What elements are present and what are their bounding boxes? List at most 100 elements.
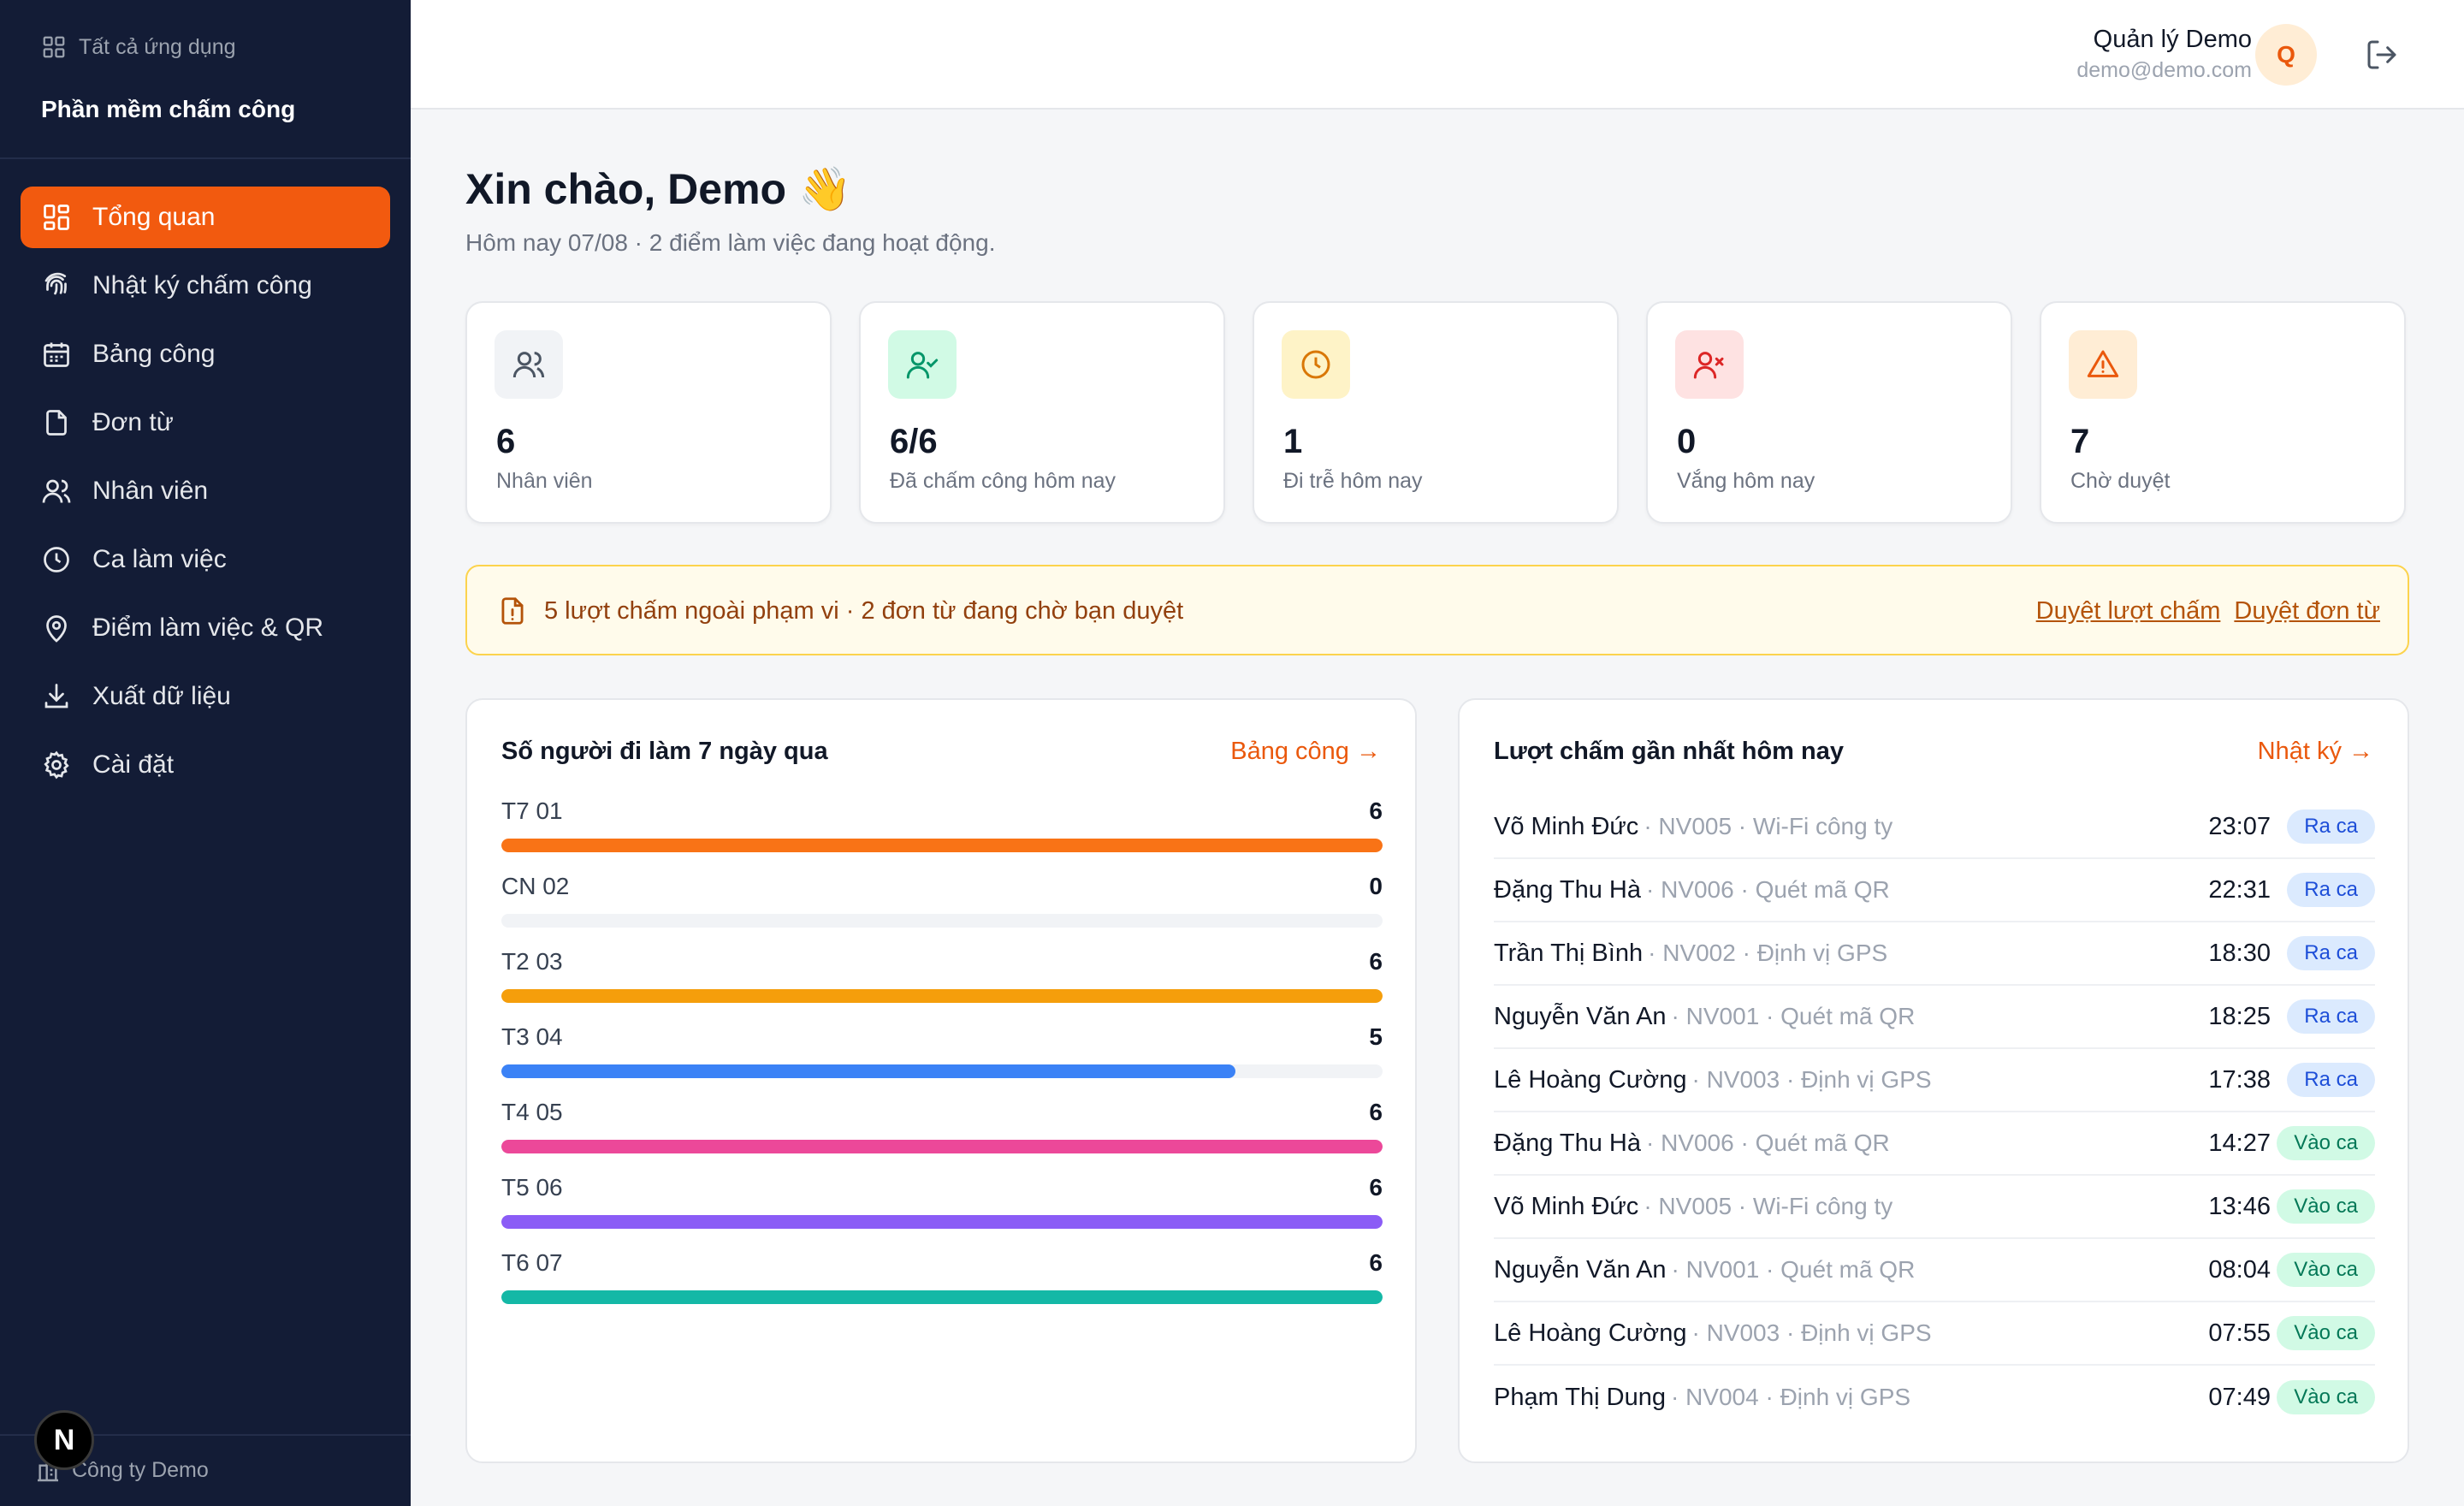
status-badge: Vào ca [2277,1253,2375,1287]
sidebar-item-shifts[interactable]: Ca làm việc [21,529,390,590]
employee-name: Trần Thị Bình [1494,939,1644,967]
list-item[interactable]: Lê Hoàng Cường · NV003 · Định vị GPS 17:38… [1494,1049,2375,1112]
employee-name: Nguyễn Văn An [1494,1255,1667,1284]
bar [501,989,1383,1003]
sidebar-item-locations-qr[interactable]: Điểm làm việc & QR [21,597,390,659]
topbar: Quản lý Demo demo@demo.com Q [411,0,2464,110]
stat-icon-box [1282,330,1350,399]
review-checkins-link[interactable]: Duyệt lượt chấm [2035,597,2221,625]
status-badge: Ra ca [2287,936,2375,970]
user-email: demo@demo.com [2076,58,2252,82]
status-badge: Ra ca [2287,809,2375,844]
calendar-icon [44,342,69,367]
file-alert-icon [501,597,524,625]
stat-card-pending[interactable]: 7 Chờ duyệt [2040,301,2406,524]
employee-name: Võ Minh Đức [1494,1192,1639,1220]
stat-card-absent[interactable]: 0 Vắng hôm nay [1646,301,2012,524]
stat-label: Đã chấm công hôm nay [890,469,1116,493]
employee-name: Nguyễn Văn An [1494,1002,1667,1030]
bar [501,1064,1236,1078]
checkin-time: 18:25 [2208,1002,2271,1030]
bar-row: T2 03 6 [501,948,1383,1023]
sidebar-item-export[interactable]: Xuất dữ liệu [21,666,390,727]
stat-card-checked-in[interactable]: 6/6 Đã chấm công hôm nay [859,301,1225,524]
recent-checkins-panel: Lượt chấm gần nhất hôm nay Nhật ký → Võ … [1458,698,2409,1463]
stat-value: 6 [496,423,516,460]
list-item[interactable]: Nguyễn Văn An · NV001 · Quét mã QR 18:25 Ra… [1494,986,2375,1049]
user-check-icon [906,352,939,379]
bar-row: T7 01 6 [501,797,1383,873]
list-item[interactable]: Phạm Thị Dung · NV004 · Định vị GPS 07:49 V… [1494,1366,2375,1429]
sidebar-item-attendance-log[interactable]: Nhật ký chấm công [21,255,390,317]
stat-label: Nhân viên [496,469,593,493]
status-badge: Ra ca [2287,999,2375,1034]
stat-card-employees[interactable]: 6 Nhân viên [465,301,832,524]
sidebar-item-requests[interactable]: Đơn từ [21,392,390,454]
clock-icon [44,547,69,572]
bar-value-label: 6 [1369,797,1383,824]
all-apps-link[interactable]: Tất cả ứng dụng [41,34,236,60]
review-requests-link[interactable]: Duyệt đơn từ [2234,597,2380,625]
bar-category-label: T3 04 [501,1023,563,1050]
sidebar-nav: Tổng quan Nhật ký chấm công Bảng công Đơ… [21,187,390,803]
stat-icon-box [888,330,957,399]
list-item[interactable]: Võ Minh Đức · NV005 · Wi-Fi công ty 13:46 V… [1494,1176,2375,1239]
log-link[interactable]: Nhật ký → [2257,738,2373,765]
checkin-meta: · NV003 · Định vị GPS [1691,1319,1932,1346]
sidebar-item-settings[interactable]: Cài đặt [21,734,390,796]
framework-badge[interactable]: N [34,1410,94,1470]
bar-value-label: 0 [1369,873,1383,899]
timesheet-link[interactable]: Bảng công → [1230,738,1381,765]
stat-card-late[interactable]: 1 Đi trễ hôm nay [1253,301,1619,524]
status-badge: Vào ca [2277,1126,2375,1160]
sidebar-item-overview[interactable]: Tổng quan [21,187,390,248]
avatar[interactable]: Q [2255,24,2317,86]
bar-category-label: T7 01 [501,797,563,824]
sidebar-item-label: Nhật ký chấm công [92,271,312,299]
checkin-time: 07:55 [2208,1319,2271,1347]
bar [501,839,1383,852]
bar-category-label: CN 02 [501,873,570,899]
sidebar-item-timesheet[interactable]: Bảng công [21,323,390,385]
bar [501,1215,1383,1229]
sidebar-item-employees[interactable]: Nhân viên [21,460,390,522]
user-x-icon [1693,352,1724,379]
bar-row: T5 06 6 [501,1174,1383,1249]
stat-value: 0 [1677,423,1697,460]
bar-value-label: 6 [1369,1174,1383,1201]
logout-icon[interactable] [2365,38,2399,72]
user-name: Quản lý Demo [2093,26,2252,53]
bar-track [501,989,1383,1003]
list-item[interactable]: Đặng Thu Hà · NV006 · Quét mã QR 14:27 Vào … [1494,1112,2375,1176]
list-item[interactable]: Lê Hoàng Cường · NV003 · Định vị GPS 07:55… [1494,1302,2375,1366]
checkin-time: 14:27 [2208,1129,2271,1157]
page-subtitle: Hôm nay 07/08 · 2 điểm làm việc đang hoạ… [465,229,996,256]
bar-row: T6 07 6 [501,1249,1383,1325]
company-switcher[interactable]: Công ty Demo [34,1456,209,1484]
employee-name: Phạm Thị Dung [1494,1383,1666,1411]
status-badge: Vào ca [2277,1316,2375,1350]
bar-row: CN 02 0 [501,873,1383,948]
list-item[interactable]: Võ Minh Đức · NV005 · Wi-Fi công ty 23:07 R… [1494,796,2375,859]
alert-actions: Duyệt lượt chấm Duyệt đơn từ [2036,597,2380,626]
list-item[interactable]: Trần Thị Bình · NV002 · Định vị GPS 18:30 R… [1494,922,2375,986]
bar-track [501,1290,1383,1304]
map-pin-icon [46,615,67,643]
list-item[interactable]: Nguyễn Văn An · NV001 · Quét mã QR 08:04 Và… [1494,1239,2375,1302]
checkin-meta: · NV002 · Định vị GPS [1648,940,1888,966]
status-badge: Vào ca [2277,1380,2375,1414]
employee-name: Lê Hoàng Cường [1494,1319,1687,1347]
checkin-meta: · NV006 · Quét mã QR [1645,1130,1890,1156]
alert-text: 5 lượt chấm ngoài phạm vi · 2 đơn từ đan… [544,597,1184,625]
bar-category-label: T6 07 [501,1249,563,1276]
checkin-time: 08:04 [2208,1255,2271,1284]
stat-cards: 6 Nhân viên 6/6 Đã chấm công hôm nay 1 Đ… [465,301,2406,524]
checkin-meta: · NV006 · Quét mã QR [1645,876,1890,903]
checkin-time: 13:46 [2208,1192,2271,1220]
bar-row: T3 04 5 [501,1023,1383,1099]
list-item[interactable]: Đặng Thu Hà · NV006 · Quét mã QR 22:31 Ra c… [1494,859,2375,922]
bar-category-label: T2 03 [501,948,563,975]
checkin-meta: · NV005 · Wi-Fi công ty [1644,813,1893,839]
checkin-time: 23:07 [2208,812,2271,840]
sidebar-item-label: Xuất dữ liệu [92,682,231,710]
